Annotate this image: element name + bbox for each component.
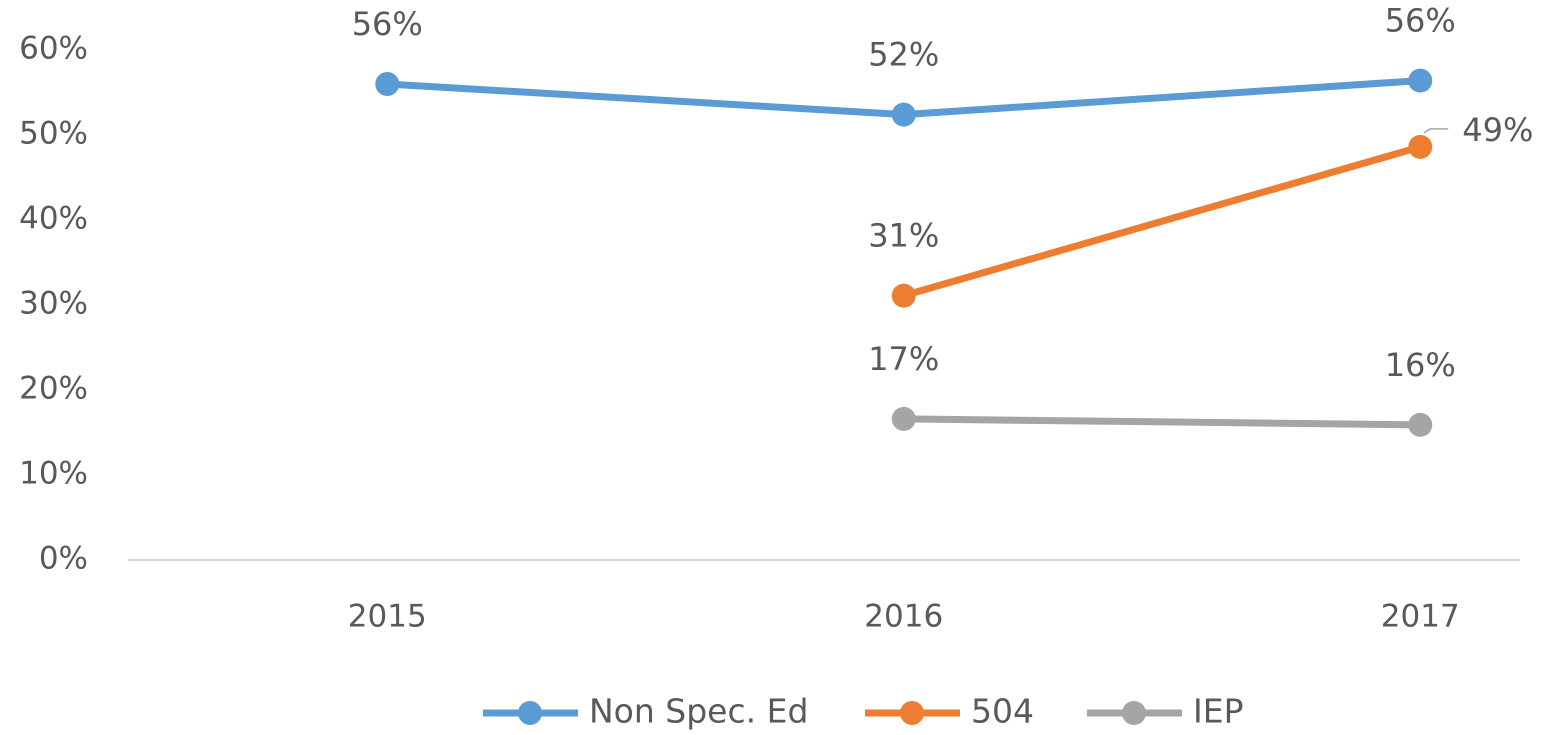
point bbox=[1408, 134, 1433, 159]
y-tick-label: 10% bbox=[19, 456, 88, 492]
point bbox=[1408, 68, 1433, 93]
point bbox=[891, 283, 916, 308]
point bbox=[1408, 412, 1433, 437]
y-tick-label: 50% bbox=[19, 116, 88, 152]
x-tick-label: 2015 bbox=[348, 599, 427, 635]
leader-line bbox=[1423, 128, 1449, 134]
legend-label: 504 bbox=[971, 692, 1034, 731]
y-tick-label: 0% bbox=[39, 541, 88, 577]
data-label: 56% bbox=[352, 5, 423, 43]
y-tick-label: 40% bbox=[19, 201, 88, 237]
point bbox=[891, 102, 916, 127]
data-label: 52% bbox=[868, 36, 939, 74]
legend-marker bbox=[900, 701, 924, 725]
x-tick-label: 2016 bbox=[864, 599, 943, 635]
y-tick-label: 60% bbox=[19, 31, 88, 67]
legend-marker bbox=[1122, 701, 1146, 725]
series-line bbox=[902, 143, 1422, 300]
data-label: 31% bbox=[868, 217, 939, 255]
y-tick-label: 30% bbox=[19, 286, 88, 322]
legend-marker bbox=[518, 701, 542, 725]
point bbox=[891, 406, 916, 431]
data-label: 17% bbox=[868, 340, 939, 378]
data-label: 16% bbox=[1385, 346, 1456, 384]
series-line bbox=[903, 415, 1421, 429]
legend-label: Non Spec. Ed bbox=[589, 692, 808, 731]
data-label: 49% bbox=[1462, 111, 1533, 149]
legend-label: IEP bbox=[1193, 692, 1243, 731]
x-tick-label: 2017 bbox=[1381, 599, 1460, 635]
data-label: 56% bbox=[1385, 2, 1456, 40]
y-tick-label: 20% bbox=[19, 371, 88, 407]
point bbox=[375, 72, 400, 96]
